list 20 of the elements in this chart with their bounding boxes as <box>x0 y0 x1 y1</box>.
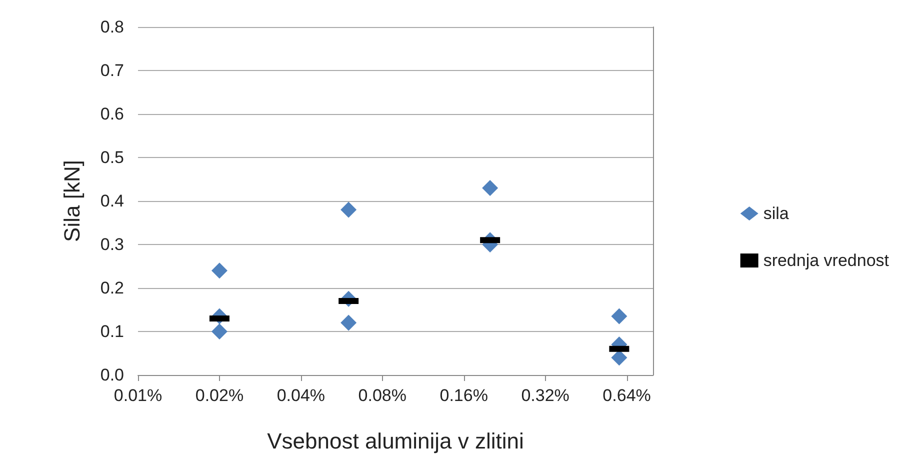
y-tick-label: 0.5 <box>100 148 124 167</box>
y-tick-label: 0.4 <box>100 192 124 210</box>
x-tick-label: 0.04% <box>276 386 326 405</box>
x-axis-title: Vsebnost aluminija v zlitini <box>267 428 524 454</box>
y-tick-label: 0.3 <box>100 235 124 254</box>
y-tick-label: 0.2 <box>100 278 124 298</box>
x-tick-label: 0.64% <box>602 386 651 405</box>
x-tick-label: 0.08% <box>358 386 406 405</box>
y-tick-label: 0.0 <box>100 366 124 384</box>
x-tick-label: 0.02% <box>195 386 244 405</box>
x-tick-label: 0.32% <box>521 386 570 405</box>
y-tick-label: 0.7 <box>100 61 124 80</box>
y-axis-title: Sila [kN] <box>60 160 84 242</box>
legend-label: srednja vrednost <box>763 251 890 270</box>
y-tick-label: 0.1 <box>100 322 124 341</box>
y-tick-label: 0.8 <box>100 18 124 36</box>
y-tick-label: 0.6 <box>100 104 124 124</box>
legend-label: sila <box>763 204 790 223</box>
x-tick-label: 0.01% <box>114 386 162 405</box>
x-tick-label: 0.16% <box>440 386 488 405</box>
